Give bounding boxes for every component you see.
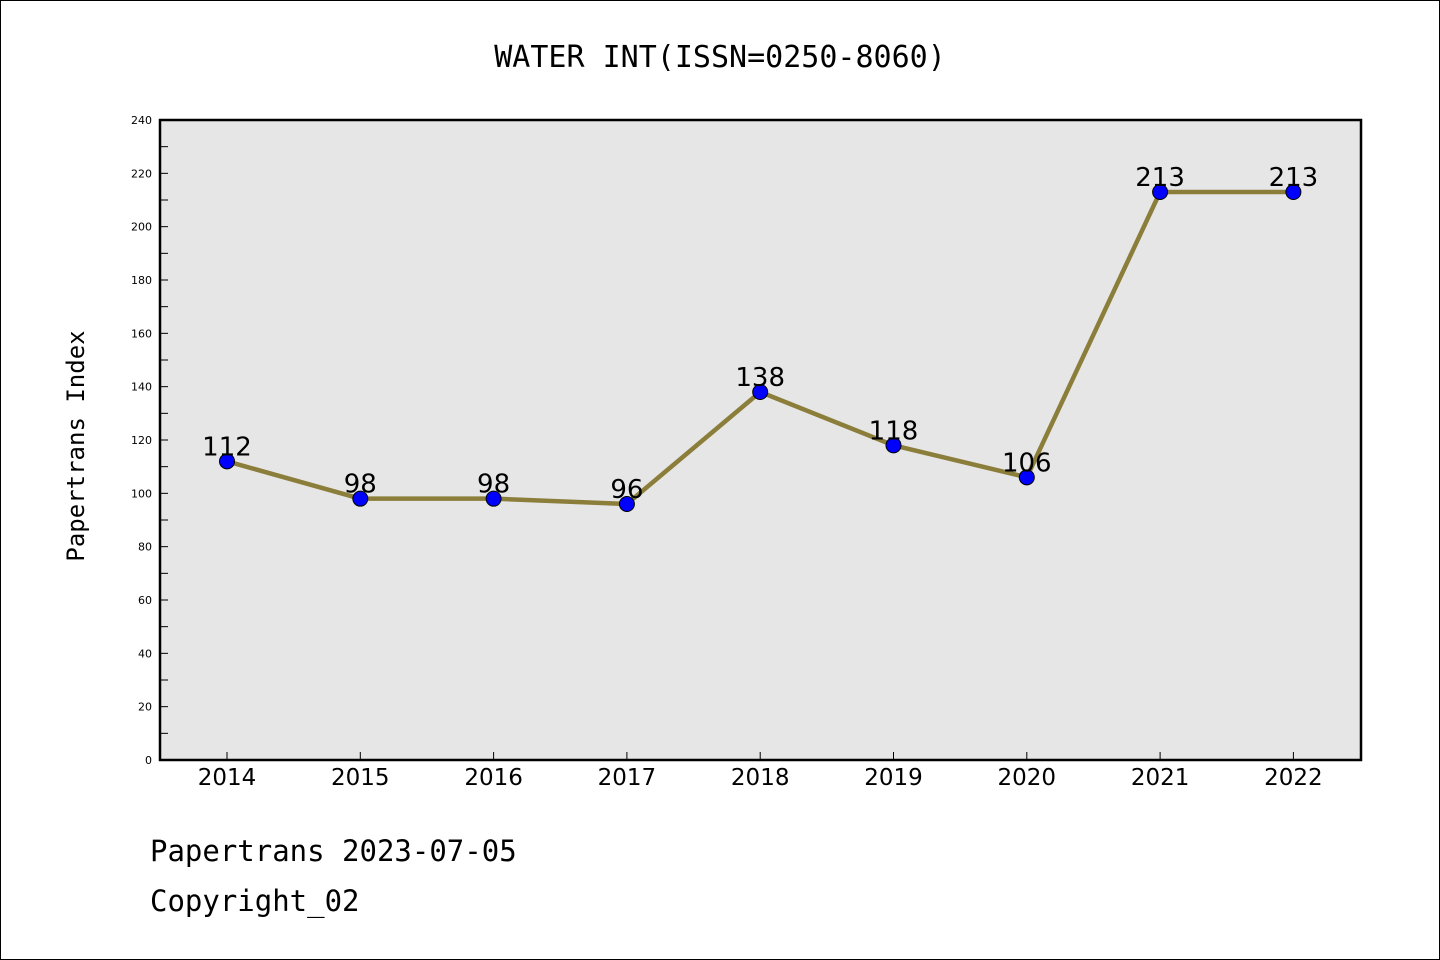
data-label: 138 [735, 363, 785, 393]
data-point [1285, 184, 1302, 200]
data-label: 96 [610, 475, 643, 505]
data-label: 98 [477, 470, 510, 500]
data-label: 98 [344, 470, 377, 500]
data-label: 118 [869, 416, 919, 446]
x-tick-label: 2016 [464, 765, 523, 791]
data-label: 213 [1135, 163, 1185, 193]
footer-source: Papertrans 2023-07-05 [150, 834, 517, 868]
data-point [885, 437, 902, 454]
series-line: 112 98 98 96 138 118 106 213 213 [202, 163, 1318, 512]
y-axis-label: Papertrans Index [62, 330, 90, 561]
y-tick-label: 100 [131, 487, 152, 500]
chart-title: WATER INT(ISSN=0250-8060) [494, 40, 946, 75]
y-tick-label: 220 [131, 167, 152, 180]
y-tick-label: 200 [131, 221, 152, 234]
y-tick-label: 0 [145, 754, 152, 767]
data-point [1018, 469, 1035, 486]
y-tick-label: 60 [138, 594, 152, 607]
plot-border [158, 118, 1363, 762]
data-point [485, 490, 502, 507]
y-tick-label: 140 [131, 381, 152, 394]
data-point [752, 384, 769, 400]
y-tick-label: 40 [138, 647, 152, 660]
y-tick-label: 20 [138, 701, 152, 714]
x-tick-label: 2022 [1264, 765, 1323, 791]
data-label: 112 [202, 432, 252, 462]
x-axis: 2014 2015 2016 2017 2018 2019 2020 2021 2022 [198, 752, 1323, 791]
y-tick-label: 180 [131, 274, 152, 287]
x-tick-label: 2017 [598, 765, 657, 791]
data-point [219, 453, 235, 470]
y-axis: 0 20 40 60 80 100 120 140 160 180 200 220 240 [131, 114, 168, 767]
x-tick-label: 2015 [331, 765, 390, 791]
x-tick-label: 2018 [731, 765, 790, 791]
x-tick-label: 2021 [1131, 765, 1190, 791]
data-label: 106 [1002, 448, 1052, 478]
x-tick-label: 2020 [998, 765, 1057, 791]
x-tick-label: 2014 [198, 765, 257, 791]
plot-area [160, 120, 1361, 760]
data-point [1152, 184, 1169, 200]
y-tick-label: 120 [131, 434, 152, 447]
data-point [618, 496, 635, 512]
x-tick-label: 2019 [864, 765, 923, 791]
data-label: 213 [1269, 163, 1319, 193]
y-tick-label: 80 [138, 541, 152, 554]
y-tick-label: 240 [131, 114, 152, 127]
footer-copyright: Copyright_02 [150, 884, 360, 918]
y-tick-label: 160 [131, 327, 152, 340]
data-point [352, 490, 369, 507]
